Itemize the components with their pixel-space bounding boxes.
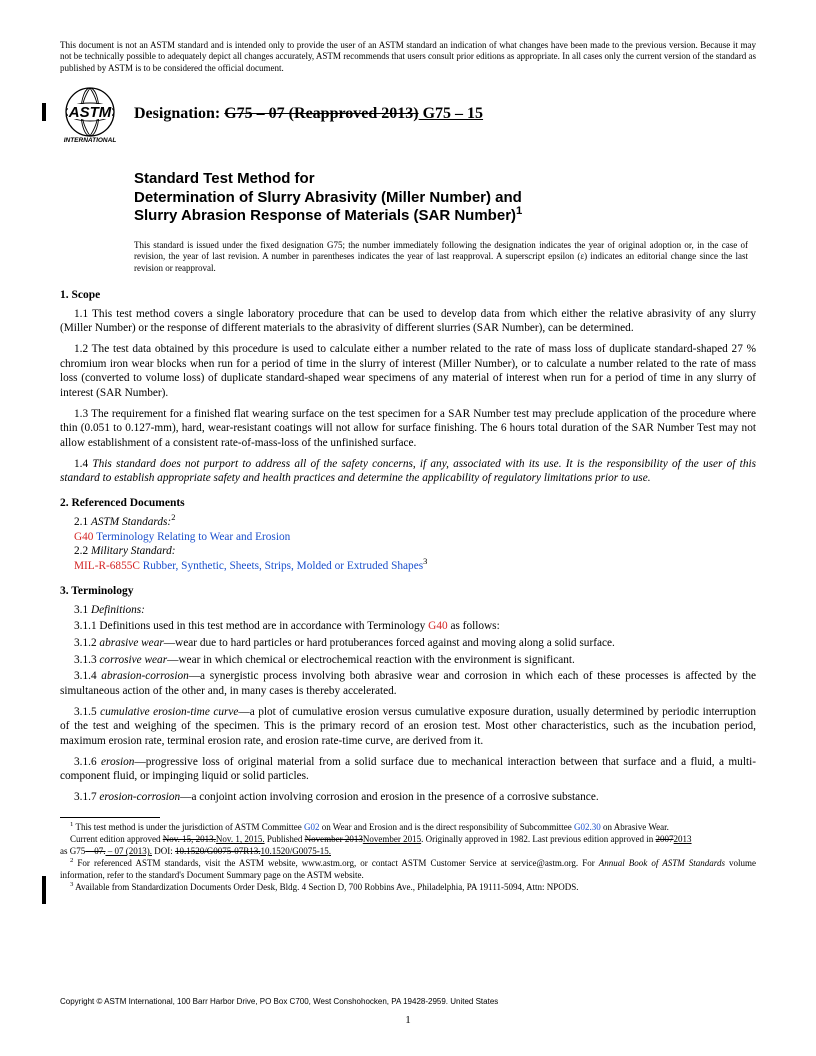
para-3-1-3: 3.1.3 corrosive wear—wear in which chemi… bbox=[60, 653, 756, 668]
para-3-1-5: 3.1.5 cumulative erosion-time curve—a pl… bbox=[60, 705, 756, 749]
g40-inline-link[interactable]: G40 bbox=[428, 620, 447, 632]
footnote-rule bbox=[60, 817, 160, 818]
mil-link[interactable]: Rubber, Synthetic, Sheets, Strips, Molde… bbox=[140, 560, 423, 572]
footnote-1b: Current edition approved Nov. 15, 2013.N… bbox=[60, 834, 756, 845]
footnote-1: 1 This test method is under the jurisdic… bbox=[60, 822, 756, 833]
header-row: ASTM INTERNATIONAL Designation: G75 – 07… bbox=[60, 86, 756, 144]
g40-link[interactable]: Terminology Relating to Wear and Erosion bbox=[93, 531, 290, 543]
page-number: 1 bbox=[0, 1014, 816, 1026]
designation-new: G75 – 15 bbox=[419, 105, 483, 122]
ref-mil: MIL-R-6855C Rubber, Synthetic, Sheets, S… bbox=[74, 559, 756, 574]
main-title: Standard Test Method for Determination o… bbox=[134, 170, 756, 226]
section-3-head: 3. Terminology bbox=[60, 584, 756, 599]
para-3-1-6: 3.1.6 erosion—progressive loss of origin… bbox=[60, 755, 756, 784]
footnotes: 1 This test method is under the jurisdic… bbox=[60, 822, 756, 894]
para-1-4: 1.4 This standard does not purport to ad… bbox=[60, 457, 756, 486]
g40-code[interactable]: G40 bbox=[74, 531, 93, 543]
para-1-1: 1.1 This test method covers a single lab… bbox=[60, 307, 756, 336]
issue-note: This standard is issued under the fixed … bbox=[134, 240, 756, 274]
section-1-head: 1. Scope bbox=[60, 288, 756, 303]
change-bar-footnote-icon bbox=[42, 876, 46, 904]
g02-link[interactable]: G02 bbox=[304, 822, 320, 832]
footnote-1c: as G75 – 07. – 07 (2013). DOI: 10.1520/G… bbox=[60, 846, 756, 857]
ref-2-1: 2.1 ASTM Standards:2 bbox=[74, 515, 756, 530]
designation-line: Designation: G75 – 07 (Reapproved 2013) … bbox=[134, 104, 483, 125]
para-1-3: 1.3 The requirement for a finished flat … bbox=[60, 407, 756, 451]
para-3-1-1: 3.1.1 Definitions used in this test meth… bbox=[60, 619, 756, 634]
top-disclaimer: This document is not an ASTM standard an… bbox=[60, 40, 756, 74]
g0230-link[interactable]: G02.30 bbox=[574, 822, 601, 832]
astm-logo-icon: ASTM INTERNATIONAL bbox=[60, 86, 120, 144]
change-bar-icon bbox=[42, 103, 46, 121]
page-container: This document is not an ASTM standard an… bbox=[0, 0, 816, 924]
title-line-3: Slurry Abrasion Response of Materials (S… bbox=[134, 207, 756, 226]
ref-g40: G40 Terminology Relating to Wear and Ero… bbox=[74, 530, 756, 545]
footnote-2: 2 For referenced ASTM standards, visit t… bbox=[60, 858, 756, 881]
svg-text:INTERNATIONAL: INTERNATIONAL bbox=[64, 137, 117, 144]
section-2-head: 2. Referenced Documents bbox=[60, 496, 756, 511]
copyright-line: Copyright © ASTM International, 100 Barr… bbox=[60, 997, 498, 1006]
mil-code[interactable]: MIL-R-6855C bbox=[74, 560, 140, 572]
svg-text:ASTM: ASTM bbox=[68, 104, 112, 121]
para-3-1-2: 3.1.2 abrasive wear—wear due to hard par… bbox=[60, 636, 756, 651]
ref-2-2: 2.2 Military Standard: bbox=[74, 544, 756, 559]
para-1-2: 1.2 The test data obtained by this proce… bbox=[60, 342, 756, 401]
designation-old: G75 – 07 (Reapproved 2013) bbox=[224, 105, 418, 122]
designation-label: Designation: bbox=[134, 105, 224, 122]
title-line-1: Standard Test Method for bbox=[134, 170, 756, 189]
para-3-1: 3.1 Definitions: bbox=[74, 603, 756, 618]
para-3-1-4: 3.1.4 abrasion-corrosion—a synergistic p… bbox=[60, 669, 756, 698]
para-3-1-7: 3.1.7 erosion-corrosion—a conjoint actio… bbox=[60, 790, 756, 805]
footnote-3: 3 Available from Standardization Documen… bbox=[60, 882, 756, 893]
title-line-2: Determination of Slurry Abrasivity (Mill… bbox=[134, 189, 756, 208]
